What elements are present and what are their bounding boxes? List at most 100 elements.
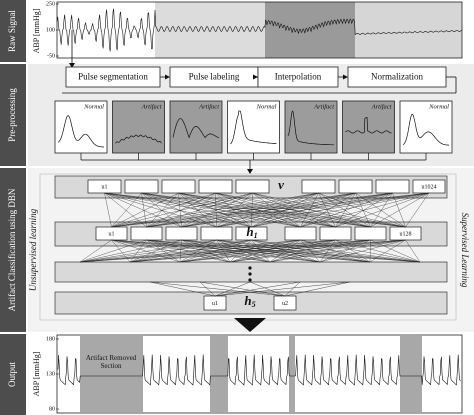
unit — [161, 179, 196, 194]
connection — [129, 239, 301, 263]
section-label: Pre-processing — [7, 88, 17, 142]
connection — [214, 281, 351, 297]
connection — [178, 192, 336, 228]
raw-waveform — [56, 8, 462, 52]
connection — [300, 192, 430, 228]
output-axis-label: ABP [mmHg] — [32, 351, 41, 396]
connection — [284, 281, 351, 297]
connection — [229, 239, 301, 263]
signal-region — [155, 2, 265, 58]
pulse-box — [112, 100, 165, 154]
section-label: Output — [7, 362, 17, 388]
connection — [79, 239, 147, 263]
step-label: Pulse segmentation — [78, 72, 148, 82]
layer — [54, 291, 448, 315]
output-waveform — [57, 354, 461, 386]
connection — [269, 239, 336, 263]
connection — [104, 192, 217, 228]
unit-label: u1024 — [422, 184, 437, 190]
connection — [111, 192, 356, 228]
connection — [216, 192, 319, 228]
connection — [215, 192, 406, 228]
connection — [405, 239, 421, 263]
pulse-wave — [345, 117, 392, 134]
connection — [229, 239, 336, 263]
unit — [375, 179, 410, 194]
connection — [141, 192, 336, 228]
layer-index: 1 — [254, 231, 258, 240]
connection — [79, 239, 406, 263]
connection — [104, 192, 336, 228]
connection — [300, 239, 371, 263]
connection — [129, 239, 406, 263]
connection — [104, 192, 182, 228]
step-label: Interpolation — [275, 72, 322, 82]
connection — [178, 192, 406, 228]
connection — [79, 239, 371, 263]
connection — [129, 239, 371, 263]
connection — [79, 239, 182, 263]
connection — [181, 192, 430, 228]
connection — [79, 239, 112, 263]
layer-name: h5 — [244, 293, 255, 309]
section-band — [0, 64, 26, 166]
pulse-label: Normal — [428, 103, 449, 110]
connection — [300, 239, 321, 263]
arrow-head — [253, 74, 258, 80]
layer-index: 5 — [252, 300, 256, 309]
annotation-line: Artifact Removed — [86, 354, 137, 362]
removed-section — [400, 335, 422, 413]
unit — [319, 226, 352, 241]
section-band — [0, 168, 26, 332]
unit-label: u1 — [109, 231, 115, 237]
unit — [130, 226, 163, 241]
connection — [104, 192, 147, 228]
connection — [179, 239, 336, 263]
connection — [335, 239, 371, 263]
connection — [319, 239, 336, 263]
side-label: Supervised Learning — [460, 213, 470, 288]
step-label: Pulse labeling — [189, 72, 240, 82]
removed-section — [289, 335, 295, 413]
output-arrow — [234, 318, 266, 332]
connection — [179, 239, 406, 263]
step-label: Normalization — [371, 72, 423, 82]
pulse-wave — [172, 118, 220, 139]
raw-axis-label: ABP [mmHg] — [32, 8, 41, 53]
connection — [111, 192, 142, 228]
signal-region — [355, 2, 462, 58]
connection — [251, 192, 356, 228]
section-label: Raw Signal — [7, 10, 17, 52]
unit-label: u1 — [212, 301, 218, 307]
output-tick-label: 180 — [46, 336, 55, 342]
connection — [251, 239, 271, 263]
connection — [269, 239, 301, 263]
connection — [79, 239, 301, 263]
connection — [129, 239, 336, 263]
unit — [301, 179, 336, 194]
pulse-box — [169, 100, 223, 154]
connection — [319, 239, 371, 263]
removed-section — [80, 335, 143, 413]
pulse-label: Normal — [256, 103, 277, 110]
connection — [111, 192, 430, 228]
removed-section — [210, 335, 228, 413]
arrow-head — [343, 74, 348, 80]
raw-tick-label: 100 — [46, 27, 55, 33]
annotation-line: Section — [101, 362, 122, 370]
connection — [104, 192, 112, 228]
connection — [319, 239, 406, 263]
unit — [165, 226, 198, 241]
pulse-wave — [402, 113, 449, 146]
connection — [251, 192, 430, 228]
raw-tick-label: 250 — [46, 1, 55, 7]
pulse-label: Artifact — [141, 103, 162, 110]
connection — [111, 192, 216, 228]
connection — [214, 281, 251, 297]
connection — [111, 192, 319, 228]
signal-region — [265, 2, 355, 58]
pulse-wave — [57, 115, 105, 148]
connection — [369, 239, 406, 263]
side-label: Unsupervised learning — [28, 208, 38, 291]
unit-label: u128 — [400, 231, 412, 237]
